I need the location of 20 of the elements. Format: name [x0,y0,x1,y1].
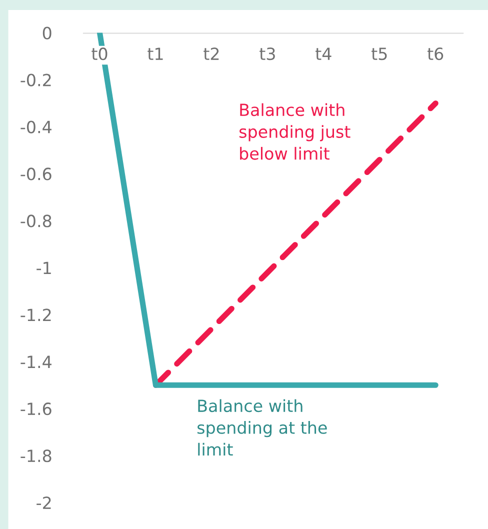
x-tick-label: t2 [204,48,219,60]
y-tick-label: -1.8 [20,450,52,462]
y-tick-label: -0.6 [20,168,52,180]
y-tick-label: -2 [36,496,51,509]
x-tick-label: t3 [260,48,275,60]
y-tick-label: -0.2 [20,74,51,86]
y-tick-label: -1 [36,262,51,274]
x-tick-label: t0 [92,48,108,60]
y-tick-label: 0 [42,26,52,40]
x-tick-label: t5 [372,48,387,60]
series-label: Balance with spending at the limit [197,399,327,456]
x-tick-label: t6 [427,48,444,60]
y-tick-label: -1.6 [20,402,52,416]
x-tick-label: t1 [148,48,163,60]
x-tick-label: t4 [316,48,332,60]
y-tick-label: -1.4 [20,356,52,368]
y-tick-label: -1.2 [20,308,51,321]
series-label: Balance with spending just below limit [239,103,350,160]
y-tick-label: -0.4 [20,120,52,134]
y-tick-label: -0.8 [20,214,52,228]
